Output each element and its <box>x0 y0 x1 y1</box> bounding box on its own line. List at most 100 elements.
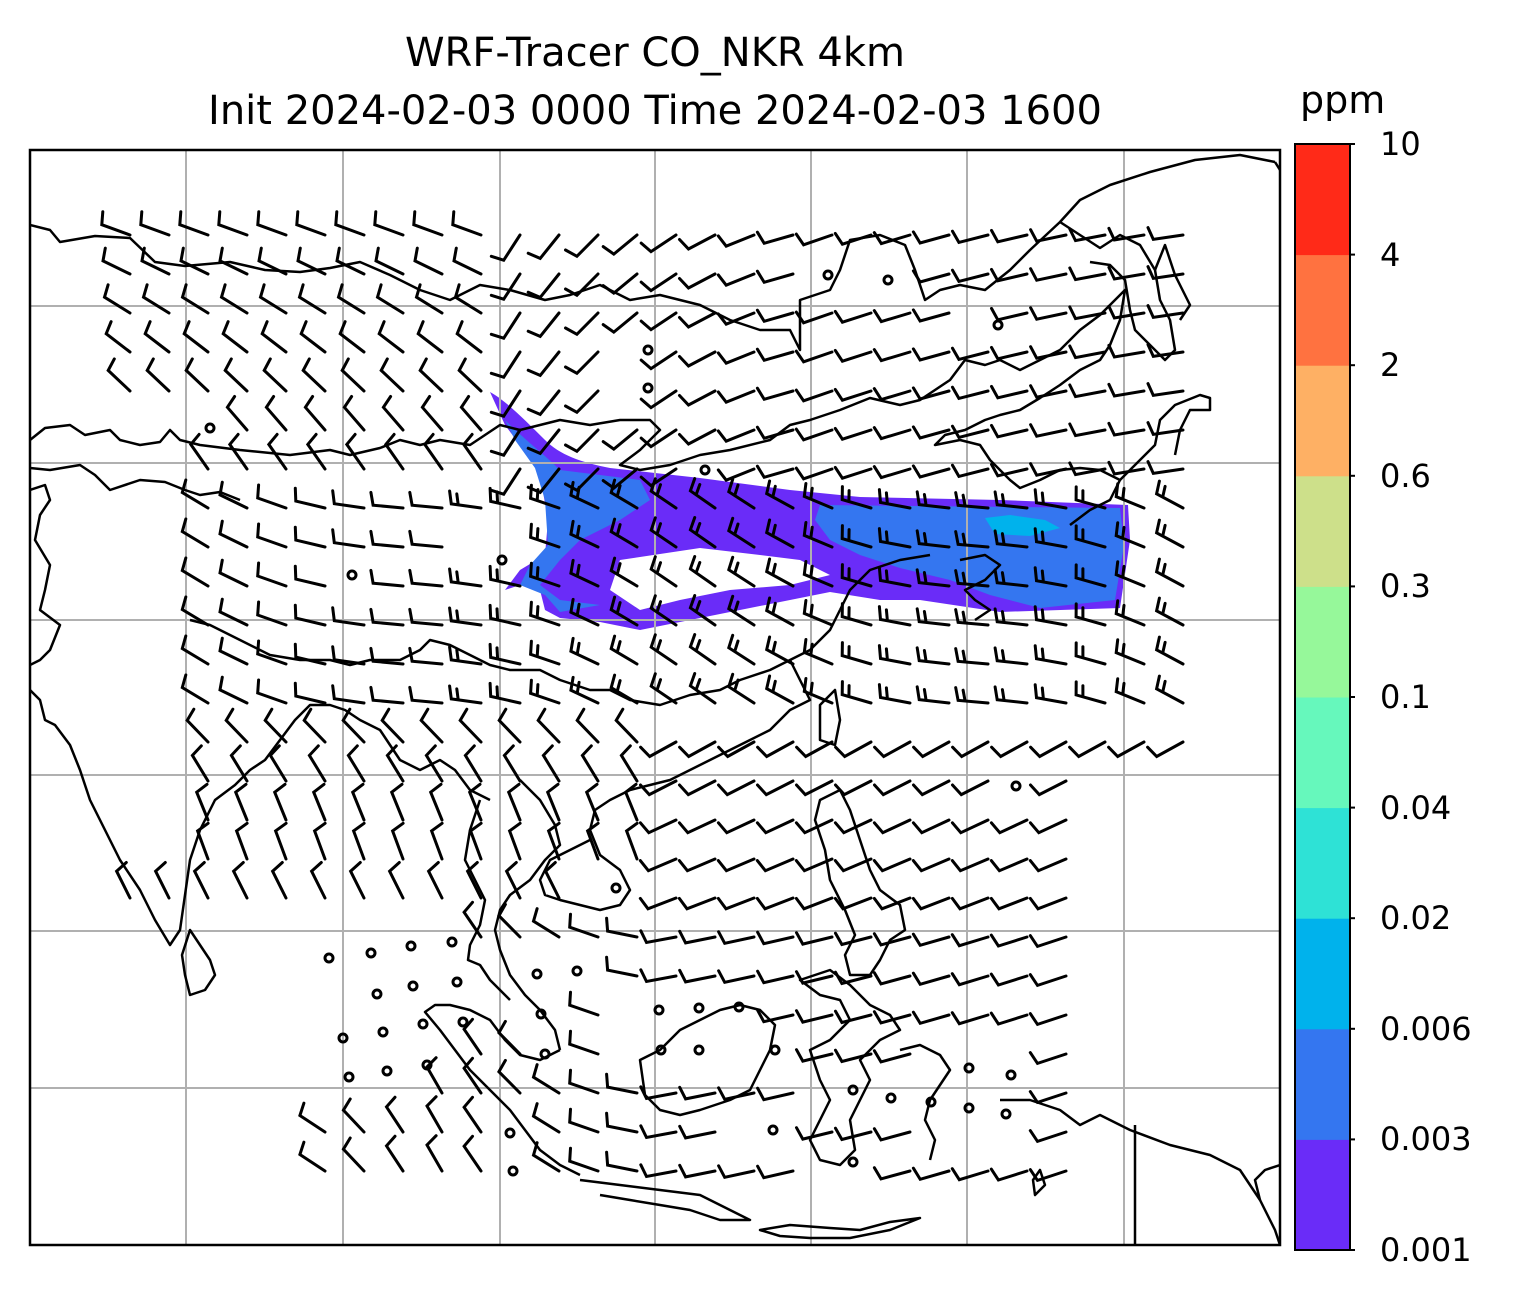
wind-barb <box>834 1126 873 1142</box>
wind-barb <box>954 686 990 705</box>
wind-barb <box>1068 383 1107 399</box>
wind-barb <box>218 480 249 510</box>
wind-barb <box>795 1126 834 1141</box>
wind-barb <box>716 467 756 483</box>
wind-barb <box>341 1136 366 1173</box>
calm-wind-marker <box>1010 780 1022 792</box>
wind-barb <box>678 968 717 984</box>
wind-barb <box>678 389 717 407</box>
wind-barb <box>331 684 366 705</box>
calm-wind-marker <box>992 319 1004 331</box>
wind-barb <box>457 357 483 393</box>
wind-barb <box>465 861 483 900</box>
wind-barb <box>1074 524 1107 549</box>
wind-barb <box>1146 740 1185 759</box>
wind-barb <box>526 272 561 300</box>
wind-barb <box>601 233 639 256</box>
map-panel <box>28 148 1282 1247</box>
wind-barb <box>463 744 483 783</box>
wind-barb <box>794 232 834 247</box>
calm-wind-marker <box>204 422 216 434</box>
wind-barb <box>756 1164 795 1180</box>
wind-barb <box>180 283 210 315</box>
wind-barb <box>915 646 951 666</box>
wind-barb <box>872 465 912 480</box>
wind-barb <box>727 555 756 588</box>
wind-barb <box>1028 973 1068 988</box>
wind-barb <box>529 600 561 627</box>
wind-barb <box>529 483 561 510</box>
wind-barb <box>452 246 483 276</box>
calm-wind-marker <box>655 1044 667 1056</box>
wind-barb <box>1033 644 1068 666</box>
wind-barb <box>727 633 756 666</box>
wind-barb <box>950 857 990 873</box>
wind-barb <box>834 931 873 947</box>
wind-barb <box>526 311 561 339</box>
wind-barb <box>678 350 717 368</box>
wind-barb <box>990 267 1029 283</box>
wind-barb <box>422 432 444 471</box>
calm-wind-marker <box>963 1062 975 1074</box>
wind-barb <box>951 229 990 245</box>
wind-barb <box>225 395 249 432</box>
wind-barb <box>384 1134 405 1173</box>
map-frame <box>28 148 1282 1247</box>
wind-barb <box>506 782 522 822</box>
wind-barb <box>833 387 873 402</box>
wind-barb <box>795 1048 834 1063</box>
wind-barb <box>911 425 951 440</box>
wind-barb <box>717 1164 756 1180</box>
wind-barb <box>639 428 678 449</box>
wind-barb <box>379 357 405 393</box>
wind-barb <box>989 818 1029 835</box>
wind-barb <box>649 555 678 588</box>
wind-barb <box>993 685 1029 705</box>
wind-barb <box>833 818 873 835</box>
wind-barb <box>369 568 405 588</box>
wind-barb <box>385 744 405 783</box>
wind-barb <box>462 1095 483 1134</box>
wind-barb <box>531 1102 561 1134</box>
wind-barb <box>794 349 834 364</box>
wind-barb <box>1074 485 1107 510</box>
wind-barb <box>488 642 522 666</box>
wind-barb <box>233 782 249 822</box>
wind-barb <box>915 529 951 549</box>
wind-barb <box>802 482 834 510</box>
wind-barb <box>180 634 210 666</box>
wind-barb <box>229 744 249 783</box>
wind-barb <box>190 744 210 783</box>
calm-wind-marker <box>496 554 508 566</box>
wind-barb <box>266 432 288 471</box>
wind-barb <box>1154 635 1185 666</box>
wind-barb <box>231 861 249 900</box>
wind-barb <box>877 644 912 666</box>
wind-barb <box>223 357 249 393</box>
wind-barb <box>192 861 210 900</box>
wind-barb <box>299 320 327 354</box>
wind-barb <box>1029 345 1068 360</box>
wind-barb <box>649 516 678 549</box>
wind-barb <box>426 861 444 900</box>
wind-barb <box>1068 740 1107 759</box>
wind-barb <box>990 306 1029 322</box>
wind-barb <box>915 685 951 705</box>
wind-barb <box>764 518 795 549</box>
wind-barb <box>911 308 951 323</box>
wind-barb <box>756 930 795 946</box>
wind-barb <box>639 350 678 371</box>
colorbar-tick-label: 0.02 <box>1380 899 1452 938</box>
wind-barb <box>369 490 405 510</box>
wind-barb <box>1146 343 1185 359</box>
calm-wind-marker <box>381 1065 393 1077</box>
wind-barb <box>295 210 327 237</box>
wind-barb <box>218 246 249 276</box>
wind-barb <box>872 932 912 947</box>
calm-wind-marker <box>377 1026 389 1038</box>
wind-barb <box>840 680 873 705</box>
wind-barb <box>1107 265 1146 281</box>
colorbar-unit-label: ppm <box>1300 78 1386 122</box>
wind-barb <box>462 1056 483 1095</box>
wind-barb <box>293 642 327 666</box>
